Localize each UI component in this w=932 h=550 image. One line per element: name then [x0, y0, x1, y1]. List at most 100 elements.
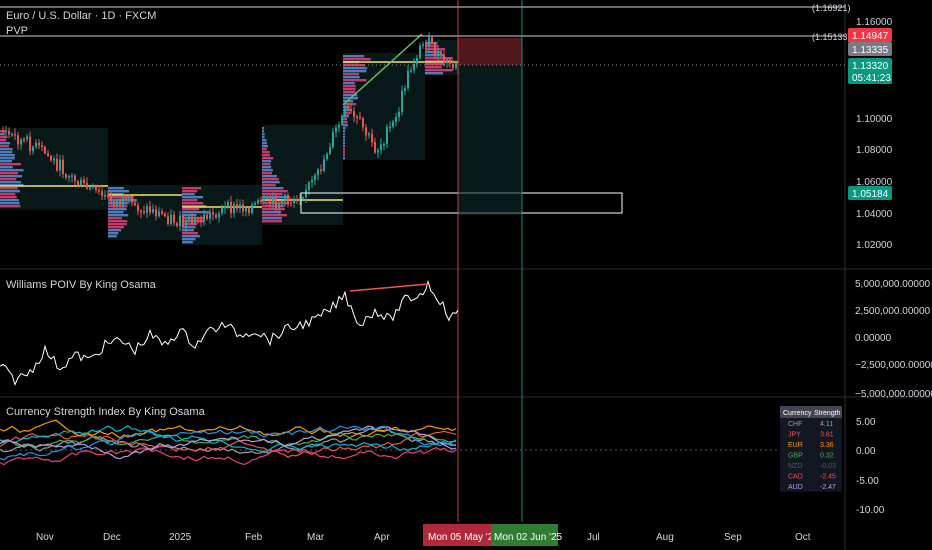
candle[interactable] [401, 90, 403, 112]
candle[interactable] [5, 130, 7, 133]
candle[interactable] [32, 146, 34, 152]
candle[interactable] [8, 130, 10, 135]
candle[interactable] [350, 108, 352, 112]
candle[interactable] [416, 58, 418, 64]
candle[interactable] [302, 197, 304, 199]
candle[interactable] [23, 139, 25, 141]
candle[interactable] [248, 207, 250, 213]
candle[interactable] [233, 204, 235, 214]
candle[interactable] [68, 176, 70, 178]
symbol-title[interactable]: Euro / U.S. Dollar · 1D · FXCM [6, 10, 156, 22]
candle[interactable] [395, 117, 397, 122]
candle[interactable] [230, 202, 232, 214]
candle[interactable] [443, 54, 445, 64]
candle[interactable] [278, 203, 280, 209]
candle[interactable] [122, 197, 124, 205]
candle[interactable] [254, 203, 256, 205]
candle[interactable] [437, 53, 439, 57]
candle[interactable] [170, 214, 172, 224]
marker-label-red[interactable] [423, 524, 491, 546]
candle[interactable] [167, 216, 169, 224]
candle[interactable] [326, 153, 328, 160]
candle[interactable] [296, 199, 298, 202]
candle[interactable] [131, 197, 133, 203]
divergence-line[interactable] [349, 283, 429, 292]
candle[interactable] [191, 216, 193, 224]
price-panel[interactable] [0, 32, 623, 245]
candle[interactable] [59, 159, 61, 171]
candle[interactable] [134, 202, 136, 206]
candle[interactable] [362, 118, 364, 128]
candle[interactable] [92, 186, 94, 188]
candle[interactable] [317, 169, 319, 176]
candle[interactable] [176, 222, 178, 226]
candle[interactable] [236, 204, 238, 209]
candle[interactable] [125, 197, 127, 199]
candle[interactable] [239, 204, 241, 209]
candle[interactable] [407, 70, 409, 89]
csi-line[interactable] [0, 419, 457, 439]
candle[interactable] [203, 214, 205, 222]
candle[interactable] [164, 213, 166, 217]
candle[interactable] [110, 195, 112, 202]
candle[interactable] [368, 133, 370, 136]
marker-label-green[interactable] [491, 524, 558, 546]
candle[interactable] [20, 139, 22, 145]
candle[interactable] [83, 179, 85, 184]
candle[interactable] [188, 216, 190, 221]
candle[interactable] [359, 117, 361, 119]
candle[interactable] [194, 217, 196, 224]
time-axis[interactable]: Nov Dec 2025 Feb Mar Apr Jul Aug Sep Oct [36, 532, 811, 543]
price-axis[interactable]: 1.16000 1.10000 1.08000 1.06000 1.04000 1.020… [856, 17, 893, 251]
candle[interactable] [371, 133, 373, 143]
candle[interactable] [338, 124, 340, 128]
take-profit-zone[interactable] [458, 65, 522, 215]
candle[interactable] [284, 194, 286, 202]
candle[interactable] [434, 43, 436, 57]
candle[interactable] [413, 63, 415, 71]
candle[interactable] [221, 207, 223, 214]
candle[interactable] [452, 63, 454, 68]
candle[interactable] [161, 211, 163, 214]
candle[interactable] [332, 131, 334, 148]
candle[interactable] [377, 150, 379, 153]
candle[interactable] [299, 198, 301, 201]
candle[interactable] [449, 59, 451, 64]
csi-axis[interactable]: 5.00 0.00 -5.00 -10.00 [856, 417, 885, 516]
candle[interactable] [272, 196, 274, 205]
candle[interactable] [212, 212, 214, 215]
candle[interactable] [446, 59, 448, 64]
csi-line[interactable] [0, 425, 457, 454]
candle[interactable] [98, 190, 100, 192]
candle[interactable] [365, 127, 367, 136]
indicator-name[interactable]: PVP [6, 25, 28, 37]
candle[interactable] [206, 214, 208, 219]
candle[interactable] [281, 201, 283, 204]
candle[interactable] [287, 194, 289, 203]
candle[interactable] [422, 44, 424, 46]
candle[interactable] [260, 200, 262, 202]
candle[interactable] [74, 175, 76, 182]
candle[interactable] [56, 158, 58, 171]
candle[interactable] [35, 142, 37, 147]
candle[interactable] [404, 88, 406, 91]
candle[interactable] [209, 212, 211, 219]
candle[interactable] [44, 146, 46, 154]
candle[interactable] [218, 213, 220, 218]
candle[interactable] [374, 142, 376, 153]
candle[interactable] [257, 200, 259, 204]
candle[interactable] [2, 130, 4, 132]
candle[interactable] [185, 220, 187, 226]
candle[interactable] [197, 217, 199, 220]
candle[interactable] [143, 211, 145, 213]
candle[interactable] [293, 199, 295, 203]
candle[interactable] [80, 179, 82, 186]
candle[interactable] [347, 106, 349, 109]
candle[interactable] [146, 206, 148, 213]
candle[interactable] [41, 145, 43, 147]
candle[interactable] [308, 182, 310, 190]
candle[interactable] [320, 169, 322, 172]
candle[interactable] [140, 210, 142, 213]
csi-line[interactable] [0, 430, 457, 458]
candle[interactable] [155, 209, 157, 217]
